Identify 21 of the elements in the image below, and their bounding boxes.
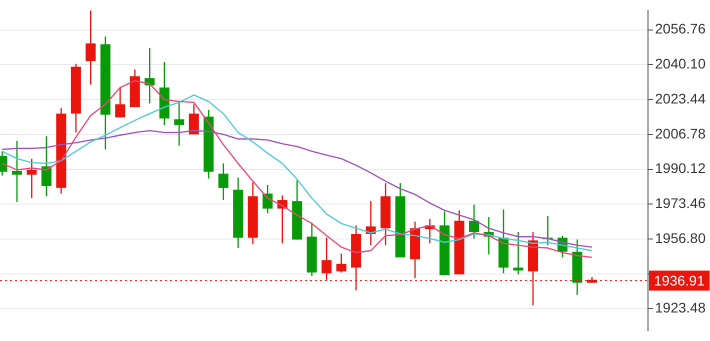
candlestick bbox=[174, 102, 184, 146]
y-tick-label: 2040.10 bbox=[655, 56, 706, 72]
y-tick-label: 2006.78 bbox=[655, 125, 706, 142]
candlestick bbox=[469, 204, 480, 240]
candlestick bbox=[86, 10, 96, 86]
y-tick-label: 1956.80 bbox=[655, 230, 706, 246]
candlestick bbox=[218, 162, 228, 201]
candlestick bbox=[513, 231, 524, 275]
candlestick bbox=[115, 86, 126, 118]
y-tick-label: 1990.12 bbox=[655, 160, 706, 176]
candlestick bbox=[41, 136, 52, 197]
candlestick bbox=[12, 140, 22, 203]
y-tick-label: 1923.48 bbox=[655, 300, 706, 316]
candlestick bbox=[262, 184, 273, 214]
candlestick bbox=[26, 158, 37, 199]
ref-line-label: 1936.91 bbox=[654, 272, 705, 288]
y-tick-label: 2056.76 bbox=[655, 20, 706, 37]
candlestick bbox=[188, 104, 199, 136]
candlestick bbox=[336, 252, 346, 274]
y-tick-label: 1973.46 bbox=[655, 194, 706, 211]
y-tick-label: 2023.44 bbox=[655, 90, 706, 106]
